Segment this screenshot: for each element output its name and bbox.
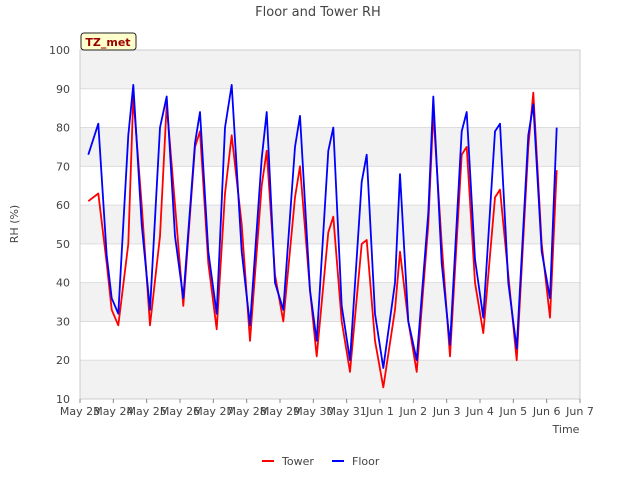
background-band: [80, 360, 580, 399]
x-tick-label: May 24: [93, 405, 133, 418]
x-tick-label: May 30: [293, 405, 333, 418]
x-tick-label: May 31: [327, 405, 367, 418]
legend-label-tower: Tower: [281, 455, 314, 468]
x-tick-label: Jun 4: [465, 405, 494, 418]
y-tick-label: 50: [56, 238, 70, 251]
series-line-tower: [87, 91, 558, 389]
plot-frame: [79, 49, 581, 400]
x-tick-label: May 29: [260, 405, 300, 418]
site-badge-box: [80, 32, 137, 51]
y-axis-label: RH (%): [8, 205, 21, 243]
x-tick-label: Jun 1: [365, 405, 394, 418]
y-tick-label: 40: [56, 277, 70, 290]
legend: Tower Floor: [262, 455, 380, 468]
x-tick-label: Jun 6: [532, 405, 561, 418]
y-tick-label: 10: [56, 393, 70, 406]
y-tick-label: 30: [56, 315, 70, 328]
site-badge-label: TZ_met: [85, 36, 130, 49]
y-tick-label: 60: [56, 199, 70, 212]
x-tick-label: May 28: [227, 405, 267, 418]
series-line-floor: [87, 84, 558, 369]
background-band: [80, 50, 580, 89]
background-band: [80, 282, 580, 322]
y-tick-label: 90: [56, 83, 70, 96]
y-tick-label: 80: [56, 122, 70, 135]
x-tick-label: Jun 7: [565, 405, 594, 418]
site-badge: TZ_met: [80, 32, 137, 51]
y-tick-label: 70: [56, 160, 70, 173]
legend-label-floor: Floor: [352, 455, 380, 468]
x-axis-label: Time: [552, 423, 580, 436]
x-tick-label: May 25: [127, 405, 167, 418]
x-tick-label: May 27: [193, 405, 233, 418]
y-tick-label: 20: [56, 354, 70, 367]
x-tick-label: Jun 3: [432, 405, 461, 418]
chart-title: Floor and Tower RH: [255, 5, 381, 20]
x-tick-label: Jun 2: [398, 405, 427, 418]
y-axis-ticks: 10 20 30 40 50 60 70 80 90 100: [49, 44, 70, 406]
series-layer: [87, 84, 558, 389]
y-tick-label: 100: [49, 44, 70, 57]
x-tick-label: Jun 5: [498, 405, 527, 418]
x-tick-label: May 23: [60, 405, 100, 418]
plot-area: [79, 49, 581, 400]
x-tick-label: May 26: [160, 405, 200, 418]
